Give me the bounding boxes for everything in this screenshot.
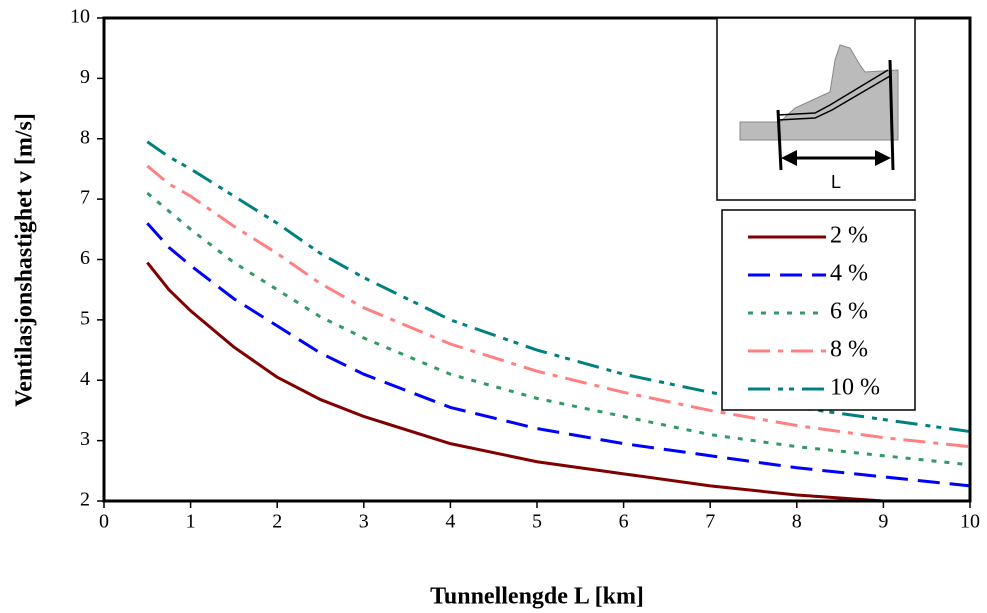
inset-label: L <box>831 172 841 192</box>
tunnel <box>777 69 891 121</box>
series-line <box>146 222 971 488</box>
legend-label: 8 % <box>830 337 868 363</box>
x-tick-label: 10 <box>960 511 980 533</box>
y-tick-label: 3 <box>80 428 90 450</box>
x-tick-label: 5 <box>532 511 542 533</box>
series-line <box>146 140 971 434</box>
inset: L <box>716 17 916 201</box>
legend-label: 4 % <box>830 261 868 287</box>
series-line <box>146 164 971 449</box>
x-tick-label: 1 <box>186 511 196 533</box>
x-tick-label: 2 <box>272 511 282 533</box>
y-tick-label: 4 <box>80 368 90 390</box>
inset-marker <box>776 109 783 171</box>
x-tick-label: 6 <box>619 511 629 533</box>
x-axis-label: Tunnellengde L [km] <box>430 584 644 610</box>
plot: 2 3 4 5 6 7 8 9 10 0 1 2 3 4 5 6 7 8 9 10 <box>70 6 980 533</box>
y-tick-label: 7 <box>80 187 90 209</box>
x-tick-label: 8 <box>792 511 802 533</box>
legend: 2 % 4 % 6 % 8 % 10 % <box>721 209 916 411</box>
x-tick-label: 0 <box>99 511 109 533</box>
mountain <box>739 44 899 141</box>
y-axis-label: Ventilasjonshastighet v [m/s] <box>12 113 38 407</box>
plot-frame <box>102 16 972 503</box>
x-tick-label: 4 <box>445 511 455 533</box>
y-tick-label: 8 <box>80 126 90 148</box>
legend-box <box>721 209 916 411</box>
y-tick-label: 9 <box>80 66 90 88</box>
x-tick-label: 3 <box>359 511 369 533</box>
series-line <box>146 261 970 503</box>
y-tick-label: 5 <box>80 307 90 329</box>
inset-marker <box>888 59 895 171</box>
y-tick-label: 6 <box>80 247 90 269</box>
x-tick-label: 7 <box>705 511 715 533</box>
legend-label: 10 % <box>830 375 880 401</box>
series-line <box>146 191 971 467</box>
x-tick-label: 9 <box>878 511 888 533</box>
y-tick-label: 2 <box>80 489 90 511</box>
legend-label: 2 % <box>830 223 868 249</box>
legend-label: 6 % <box>830 299 868 325</box>
y-tick-label: 10 <box>70 6 90 28</box>
